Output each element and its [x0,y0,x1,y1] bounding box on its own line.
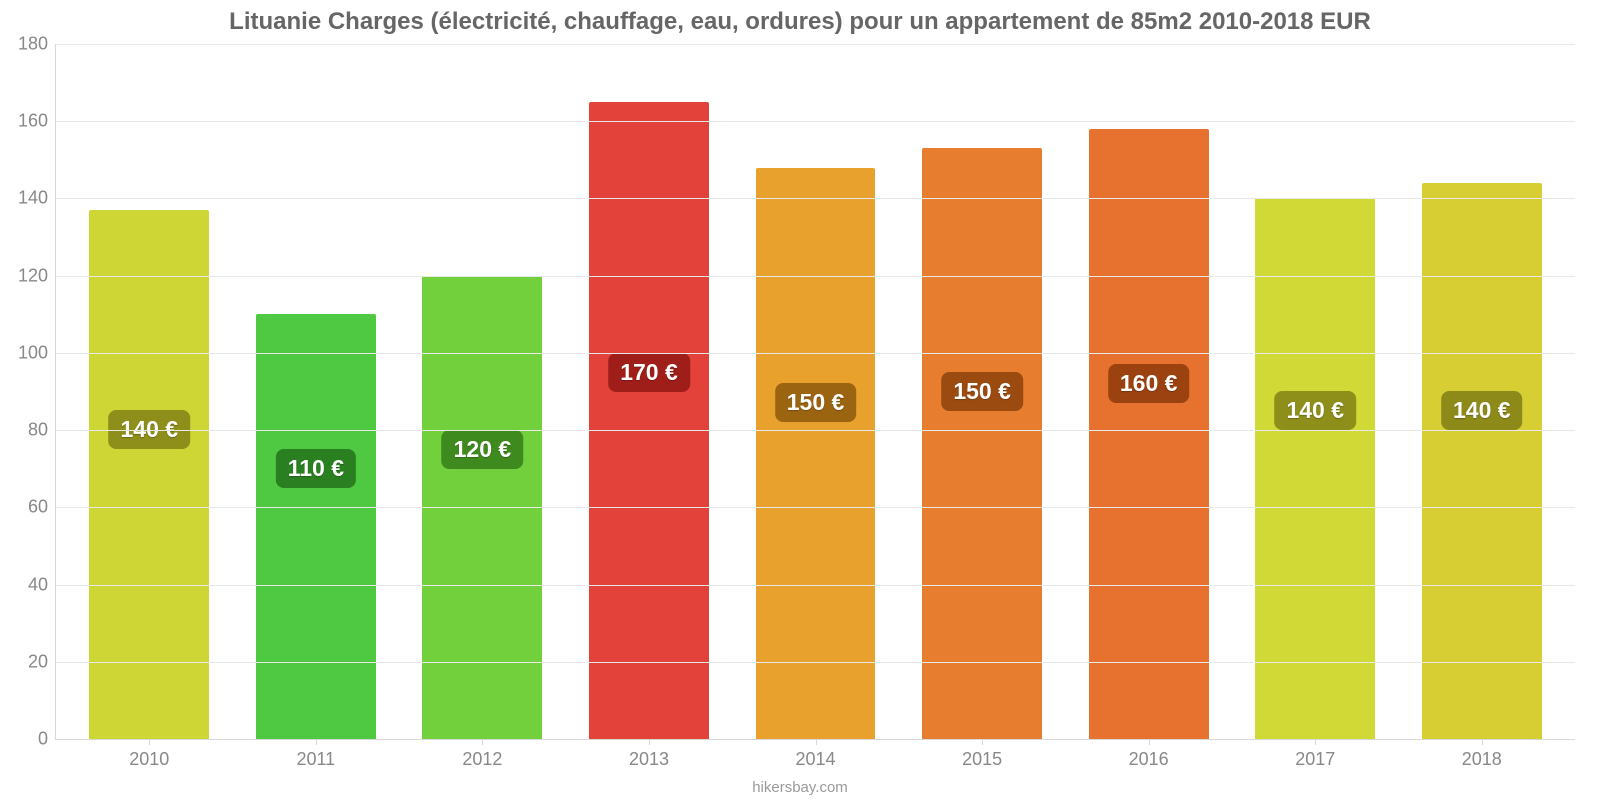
x-tick-label: 2017 [1295,739,1335,770]
value-badge: 170 € [608,353,690,392]
y-tick-label: 60 [28,497,56,518]
bar-slot: 110 €2011 [233,44,400,739]
gridline [56,198,1575,199]
chart-title: Lituanie Charges (électricité, chauffage… [0,8,1600,36]
value-badge: 120 € [442,430,524,469]
x-tick-label: 2011 [296,739,335,770]
gridline [56,662,1575,663]
bar-slot: 140 €2010 [66,44,233,739]
y-tick-label: 160 [18,111,56,132]
value-badge: 160 € [1108,364,1190,403]
value-badge: 150 € [775,383,857,422]
badge-layer: 140 € [1232,44,1399,739]
gridline [56,507,1575,508]
bar-slot: 120 €2012 [399,44,566,739]
gridline [56,585,1575,586]
bar-slot: 160 €2016 [1065,44,1232,739]
badge-layer: 150 € [732,44,899,739]
x-tick-label: 2015 [962,739,1002,770]
utilities-bar-chart: Lituanie Charges (électricité, chauffage… [0,0,1600,800]
x-tick-label: 2013 [629,739,669,770]
x-tick-label: 2016 [1129,739,1169,770]
bar-slot: 140 €2018 [1399,44,1566,739]
x-tick-label: 2012 [462,739,502,770]
y-tick-label: 80 [28,420,56,441]
gridline [56,353,1575,354]
y-tick-label: 100 [18,342,56,363]
y-tick-label: 20 [28,651,56,672]
badge-layer: 160 € [1065,44,1232,739]
bar-slot: 170 €2013 [566,44,733,739]
value-badge: 140 € [1274,391,1356,430]
x-tick-label: 2014 [796,739,836,770]
x-tick-label: 2010 [129,739,169,770]
bars-container: 140 €2010110 €2011120 €2012170 €2013150 … [56,44,1575,739]
y-tick-label: 120 [18,265,56,286]
y-tick-label: 0 [38,729,56,750]
gridline [56,44,1575,45]
value-badge: 110 € [276,449,356,488]
value-badge: 140 € [1441,391,1523,430]
y-tick-label: 180 [18,34,56,55]
badge-layer: 170 € [566,44,733,739]
attribution-text: hikersbay.com [0,779,1600,796]
badge-layer: 140 € [66,44,233,739]
badge-layer: 110 € [233,44,400,739]
y-tick-label: 40 [28,574,56,595]
y-tick-label: 140 [18,188,56,209]
badge-layer: 120 € [399,44,566,739]
badge-layer: 140 € [1399,44,1566,739]
gridline [56,276,1575,277]
x-tick-label: 2018 [1462,739,1502,770]
gridline [56,430,1575,431]
plot-area: 140 €2010110 €2011120 €2012170 €2013150 … [55,44,1575,740]
bar-slot: 150 €2014 [732,44,899,739]
badge-layer: 150 € [899,44,1066,739]
bar-slot: 140 €2017 [1232,44,1399,739]
gridline [56,121,1575,122]
value-badge: 150 € [941,372,1023,411]
bar-slot: 150 €2015 [899,44,1066,739]
